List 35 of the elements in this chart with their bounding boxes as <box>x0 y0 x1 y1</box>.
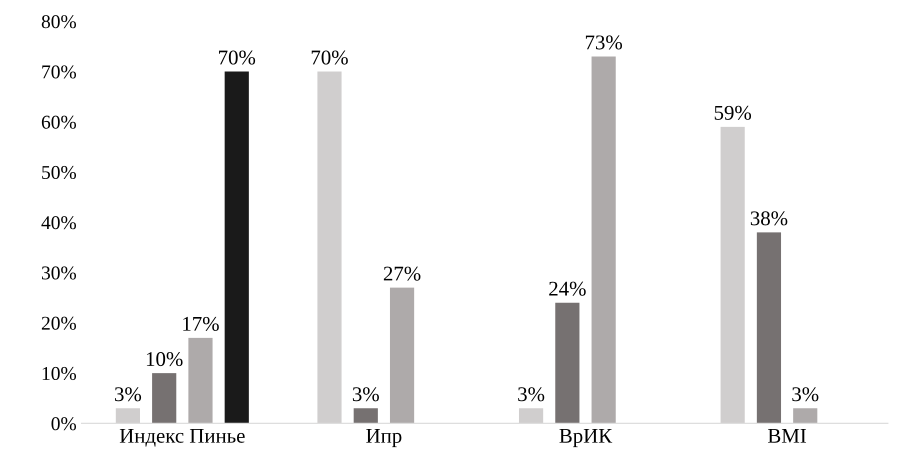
data-label: 17% <box>183 316 219 331</box>
data-label: 24% <box>549 282 586 296</box>
data-label: 3% <box>115 387 142 402</box>
x-tick-label: BMI <box>768 429 806 443</box>
y-tick-label: 40% <box>41 216 76 230</box>
data-label: 59% <box>714 106 752 120</box>
data-label: 38% <box>750 211 788 226</box>
y-tick-label: 20% <box>42 316 76 330</box>
bar <box>390 288 414 424</box>
bar <box>592 56 616 424</box>
data-label: 3% <box>352 387 379 402</box>
data-label: 10% <box>146 352 183 366</box>
data-label: 70% <box>219 50 256 65</box>
bar <box>555 302 580 424</box>
data-label: 27% <box>384 266 420 281</box>
bar <box>756 232 782 424</box>
y-tick-label: 0% <box>52 417 76 430</box>
y-tick-label: 60% <box>42 116 76 129</box>
x-tick-label: ВрИК <box>559 429 612 448</box>
bar <box>224 72 249 424</box>
data-label: 70% <box>312 50 348 65</box>
data-label: 3% <box>792 387 818 402</box>
y-tick-label: 30% <box>42 266 76 280</box>
x-tick-label: Индекс Пинье <box>120 429 245 447</box>
y-tick-label: 70% <box>42 65 76 79</box>
bar <box>354 408 378 424</box>
data-label: 73% <box>586 35 622 50</box>
y-tick-label: 80% <box>42 15 76 28</box>
bar <box>152 373 176 424</box>
bar <box>188 338 213 424</box>
data-label: 3% <box>518 387 544 402</box>
bar <box>793 408 818 424</box>
y-tick-label: 50% <box>42 166 76 180</box>
x-tick-label: Ипр <box>366 429 402 448</box>
y-tick-label: 10% <box>42 366 76 380</box>
